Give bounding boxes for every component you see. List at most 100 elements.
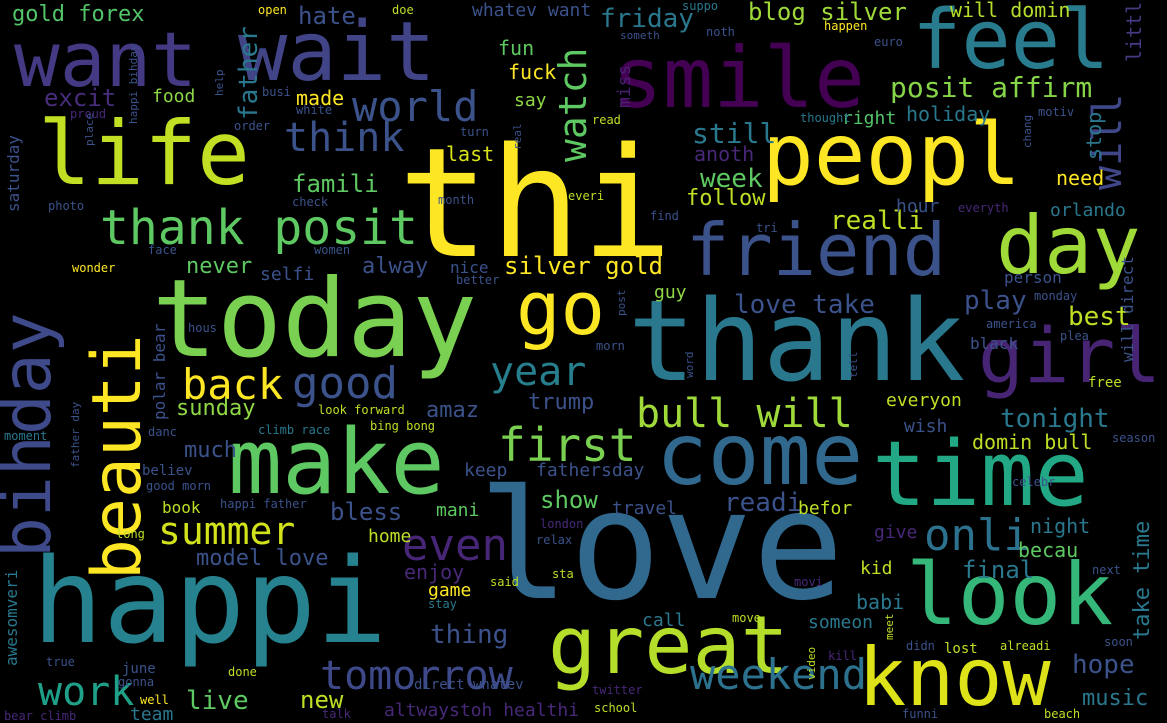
word: next bbox=[1092, 563, 1121, 577]
word: soon bbox=[1104, 635, 1133, 649]
word: home bbox=[368, 526, 412, 547]
word: call bbox=[642, 610, 686, 631]
word: happi father bbox=[220, 497, 307, 511]
word: peopl bbox=[762, 105, 1021, 205]
word: tomorrow bbox=[320, 653, 513, 699]
word: wait bbox=[238, 5, 436, 100]
word: need bbox=[1056, 166, 1105, 190]
word: weekend bbox=[690, 650, 868, 699]
word: proud bbox=[70, 107, 107, 121]
word: music bbox=[1082, 686, 1149, 711]
word: climb race bbox=[258, 423, 331, 437]
word: fathersday bbox=[536, 460, 645, 481]
word: thi bbox=[398, 115, 673, 292]
word: awesomveri bbox=[2, 569, 21, 666]
word: friend bbox=[686, 208, 947, 292]
word: read bbox=[592, 113, 621, 127]
word: someth bbox=[620, 29, 660, 42]
word: nice bbox=[450, 258, 489, 277]
word: white bbox=[296, 103, 333, 117]
word: befor bbox=[798, 498, 853, 519]
word: thought bbox=[800, 111, 851, 125]
word: make bbox=[228, 410, 445, 515]
word: tri bbox=[756, 221, 778, 235]
word: still bbox=[692, 117, 777, 150]
word: hour bbox=[896, 196, 940, 217]
word: enjoy bbox=[404, 560, 465, 584]
word: plea bbox=[1060, 329, 1089, 343]
word: true bbox=[46, 655, 75, 669]
word: guy bbox=[654, 282, 687, 303]
word: much bbox=[184, 438, 237, 463]
word: babi bbox=[856, 590, 905, 614]
word: monday bbox=[1034, 289, 1078, 303]
word: school bbox=[594, 701, 638, 715]
word: posit affirm bbox=[890, 71, 1093, 104]
word: direct whatev bbox=[414, 677, 524, 693]
word: find bbox=[650, 209, 679, 223]
word: check bbox=[292, 195, 329, 209]
word: busi bbox=[262, 85, 291, 99]
word: women bbox=[314, 243, 351, 257]
word: bear climb bbox=[4, 709, 77, 723]
word: watch bbox=[551, 47, 595, 162]
word: doe bbox=[392, 3, 414, 17]
word: alway bbox=[362, 254, 429, 279]
word: real bbox=[511, 123, 524, 151]
word: best bbox=[1068, 302, 1131, 332]
word: word bbox=[683, 351, 696, 379]
word: first bbox=[498, 418, 637, 472]
word: hate bbox=[298, 2, 356, 30]
word: keep bbox=[464, 460, 508, 481]
word: turn bbox=[460, 125, 489, 139]
word: alreadi bbox=[1000, 639, 1051, 653]
word: made bbox=[296, 86, 345, 110]
word: never bbox=[186, 254, 253, 279]
word: even bbox=[402, 520, 508, 571]
word: help bbox=[213, 69, 226, 97]
word: famili bbox=[292, 170, 379, 198]
word: twitter bbox=[592, 683, 643, 697]
word: sunday bbox=[176, 396, 256, 421]
word: work bbox=[38, 669, 135, 715]
word: thing bbox=[430, 620, 509, 650]
word: onli bbox=[924, 510, 1030, 561]
word: friday bbox=[600, 4, 694, 34]
word: silver gold bbox=[504, 252, 663, 280]
word: everyth bbox=[958, 201, 1009, 215]
word: well bbox=[140, 693, 169, 707]
word: celebr bbox=[1012, 475, 1056, 489]
word: gonna bbox=[118, 675, 155, 689]
word: tell bbox=[847, 351, 860, 379]
word: happi bihday bbox=[127, 44, 140, 124]
word: realli bbox=[830, 206, 924, 236]
word: week bbox=[700, 164, 763, 194]
word: relax bbox=[536, 533, 573, 547]
word: littl bbox=[1122, 1, 1146, 62]
word: travel bbox=[612, 498, 678, 519]
word: fuck bbox=[508, 60, 557, 84]
word: domin bull bbox=[972, 430, 1093, 454]
word: sta bbox=[552, 567, 574, 581]
word: food bbox=[152, 86, 196, 107]
word: back bbox=[182, 360, 284, 409]
word: face bbox=[148, 243, 177, 257]
word: london bbox=[540, 517, 584, 531]
word: hope bbox=[1072, 650, 1135, 680]
word: season bbox=[1112, 431, 1156, 445]
word: father day bbox=[69, 401, 82, 468]
word: photo bbox=[48, 199, 85, 213]
word: show bbox=[540, 486, 598, 514]
word: thank posit bbox=[100, 200, 418, 256]
word: come bbox=[656, 405, 864, 505]
word: final bbox=[962, 556, 1035, 584]
word: bing bong bbox=[370, 419, 436, 433]
word: miss bbox=[614, 64, 635, 108]
word: look bbox=[906, 545, 1114, 645]
word: happen bbox=[824, 19, 868, 33]
word: becau bbox=[1018, 538, 1079, 562]
word: person bbox=[1004, 268, 1062, 287]
word: day bbox=[996, 199, 1141, 292]
word: funni bbox=[902, 707, 939, 721]
word: look forward bbox=[318, 403, 405, 417]
